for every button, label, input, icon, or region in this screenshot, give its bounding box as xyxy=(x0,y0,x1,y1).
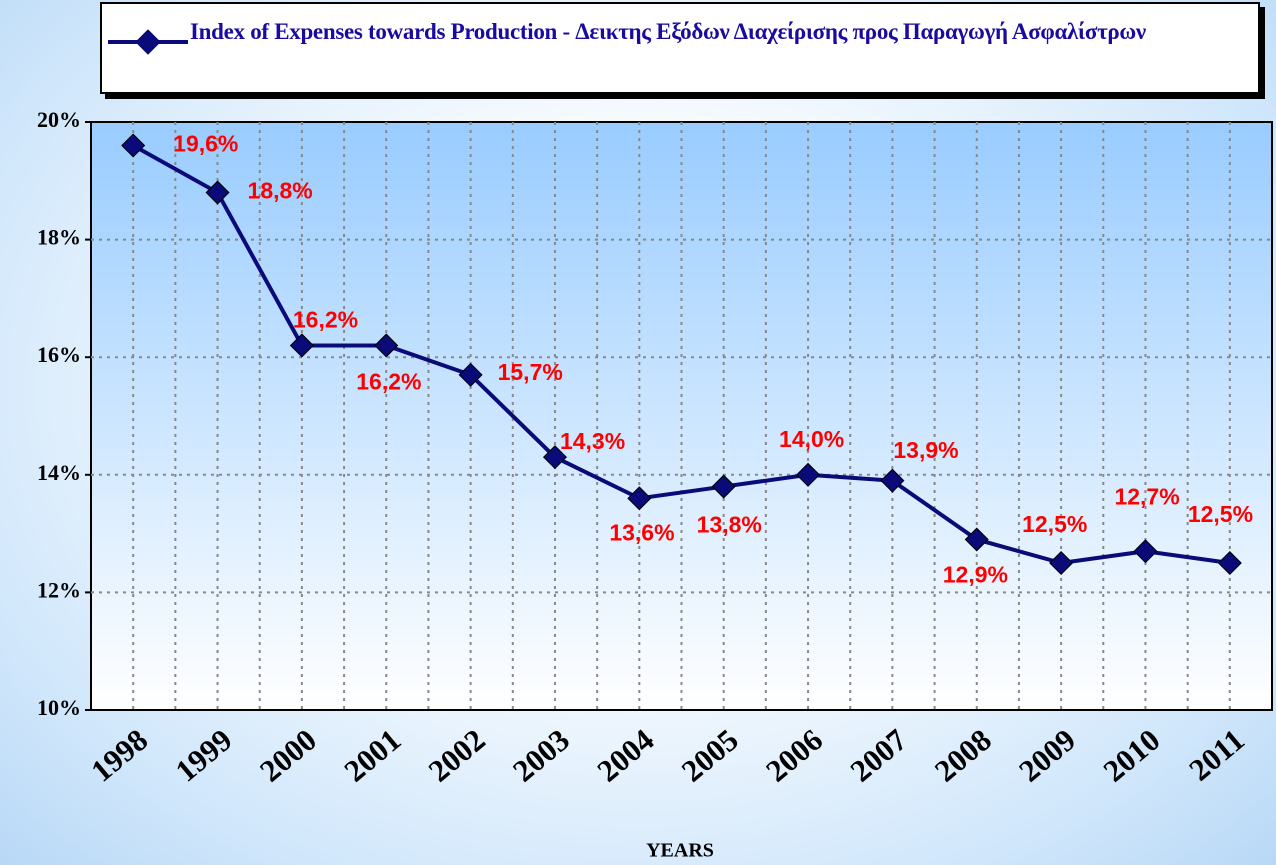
x-tick-label: 2006 xyxy=(759,722,829,789)
point-marker xyxy=(711,474,736,499)
x-tick-label: 2000 xyxy=(253,722,323,789)
point-marker xyxy=(121,133,146,158)
legend-label: Index of Expenses towards Production - Δ… xyxy=(190,19,1146,44)
y-tick-label: 12% xyxy=(37,577,81,602)
point-marker xyxy=(880,468,905,493)
point-marker xyxy=(627,486,652,511)
point-marker xyxy=(205,180,230,205)
data-label: 13,8% xyxy=(697,512,762,538)
x-tick-label: 1998 xyxy=(84,722,154,789)
data-label: 15,7% xyxy=(498,359,563,385)
series-line xyxy=(132,143,1231,566)
y-tick-label: 18% xyxy=(37,225,81,250)
data-label: 14,3% xyxy=(560,428,625,454)
x-tick-label: 2004 xyxy=(590,722,660,789)
x-tick-label: 2005 xyxy=(675,722,745,789)
point-marker xyxy=(964,527,989,552)
y-tick-label: 20% xyxy=(37,107,81,132)
x-tick-label: 2001 xyxy=(337,722,407,789)
x-axis-label: YEARS xyxy=(646,840,714,862)
point-marker xyxy=(289,333,314,358)
legend: Index of Expenses towards Production - Δ… xyxy=(100,2,1260,94)
y-tick-label: 16% xyxy=(37,342,81,367)
point-marker xyxy=(374,333,399,358)
x-tick-label: 2003 xyxy=(506,722,576,789)
data-label: 16,2% xyxy=(356,369,421,395)
y-tick-label: 14% xyxy=(37,460,81,485)
x-tick-label: 1999 xyxy=(169,722,239,789)
point-marker xyxy=(1217,550,1242,576)
x-tick-label: 2010 xyxy=(1097,722,1167,789)
y-tick-label: 10% xyxy=(37,695,81,720)
data-label: 13,6% xyxy=(609,519,674,545)
x-tick-label: 2009 xyxy=(1012,722,1082,789)
point-marker xyxy=(1133,539,1158,564)
data-label: 12,5% xyxy=(1188,501,1253,527)
point-marker xyxy=(796,462,821,487)
data-label: 14,0% xyxy=(779,426,844,452)
x-tick-label: 2002 xyxy=(422,722,492,789)
point-marker xyxy=(1049,550,1074,576)
data-label: 18,8% xyxy=(248,178,313,204)
point-marker xyxy=(542,445,567,470)
data-label: 19,6% xyxy=(173,131,238,157)
data-label: 16,2% xyxy=(293,307,358,333)
x-tick-label: 2008 xyxy=(928,722,998,789)
data-label: 12,9% xyxy=(943,562,1008,588)
point-marker xyxy=(458,362,483,387)
x-tick-label: 2011 xyxy=(1182,722,1251,788)
x-tick-label: 2007 xyxy=(843,722,913,789)
data-label: 13,9% xyxy=(893,437,958,463)
data-label: 12,5% xyxy=(1022,511,1087,537)
data-label: 12,7% xyxy=(1114,483,1179,509)
legend-swatch xyxy=(108,29,188,55)
